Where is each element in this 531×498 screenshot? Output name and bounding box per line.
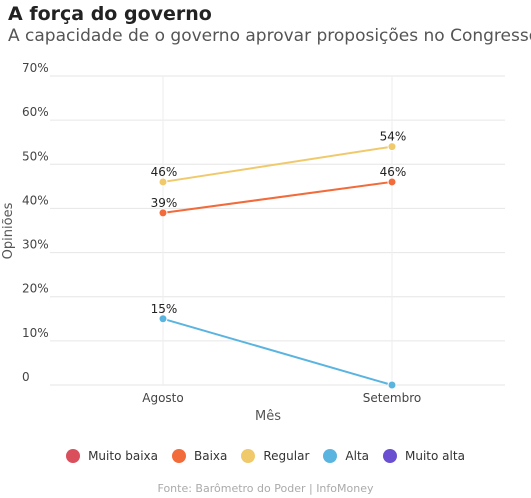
legend-marker xyxy=(241,449,256,463)
legend-marker xyxy=(323,449,338,463)
y-axis-title: Opiniões xyxy=(1,202,16,259)
source-note: Fonte: Barômetro do Poder | InfoMoney xyxy=(157,482,374,495)
legend-label: Regular xyxy=(263,449,310,463)
y-tick-label: 0 xyxy=(22,370,30,384)
legend-label: Baixa xyxy=(194,449,228,463)
y-tick-label: 70% xyxy=(22,61,49,75)
series-line-baixa xyxy=(162,180,393,214)
legend-label: Muito baixa xyxy=(88,449,158,463)
x-tick-label: Setembro xyxy=(363,391,421,405)
legend-label: Muito alta xyxy=(405,449,465,463)
line-chart: 0 10% 20% 30% 40% 50% 60% 70% Agosto Setembro Mês O… xyxy=(1,61,505,424)
series-line-regular xyxy=(162,145,393,183)
legend-item-muito-baixa[interactable]: Muito baixa xyxy=(66,449,158,463)
y-tick-label: 50% xyxy=(22,149,49,163)
chart-legend: Muito baixa Baixa Regular Alta Muito alta xyxy=(0,449,531,463)
x-tick-label: Agosto xyxy=(142,391,183,405)
legend-item-muito-alta[interactable]: Muito alta xyxy=(383,449,465,463)
data-point-baixa xyxy=(387,177,397,187)
chart-subtitle: A capacidade de o governo aprovar propos… xyxy=(8,26,531,46)
legend-item-alta[interactable]: Alta xyxy=(323,449,369,463)
y-tick-label: 10% xyxy=(22,326,49,340)
y-tick-label: 60% xyxy=(22,105,49,119)
y-tick-label: 20% xyxy=(22,282,49,296)
data-label-baixa: 39% xyxy=(151,196,178,210)
legend-marker xyxy=(66,449,81,463)
series-line-alta xyxy=(162,317,393,386)
data-point-baixa xyxy=(158,208,168,218)
data-label-regular: 46% xyxy=(151,165,178,179)
data-point-regular xyxy=(387,142,397,152)
data-point-alta xyxy=(387,380,397,390)
y-tick-label: 30% xyxy=(22,238,49,252)
legend-marker xyxy=(383,449,398,463)
chart-title: A força do governo xyxy=(8,3,212,25)
legend-label: Alta xyxy=(345,449,370,463)
y-tick-label: 40% xyxy=(22,193,49,207)
x-axis-title: Mês xyxy=(255,409,281,424)
data-label-baixa: 46% xyxy=(380,165,407,179)
data-label-regular: 54% xyxy=(380,130,407,144)
data-label-alta: 15% xyxy=(151,302,178,316)
data-point-regular xyxy=(158,177,168,187)
legend-item-baixa[interactable]: Baixa xyxy=(172,449,227,463)
data-point-alta xyxy=(158,314,168,324)
legend-marker xyxy=(172,449,186,463)
legend-item-regular[interactable]: Regular xyxy=(241,449,309,463)
